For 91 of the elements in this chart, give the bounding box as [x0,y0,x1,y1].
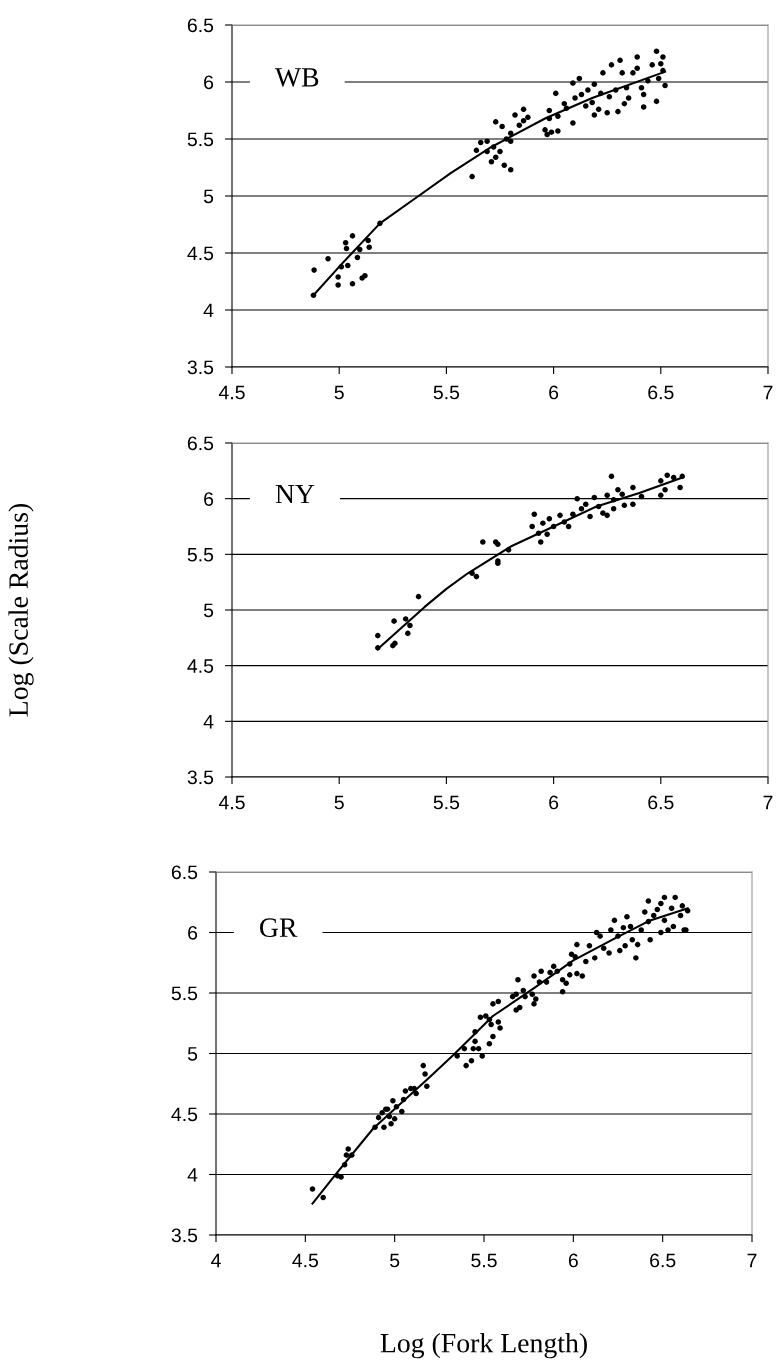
point [664,472,671,479]
y-tick-label: 6.5 [187,436,214,451]
x-tick-label: 6 [549,385,559,400]
x-tick-label: 7 [763,385,773,400]
point [610,505,617,512]
point [574,495,580,502]
point [535,530,542,536]
annotation: WB [274,68,319,87]
y-tick-label: 6 [204,492,214,506]
y-tick-label: 3.5 [171,1228,198,1243]
point [550,523,557,530]
x-tick-label: 5.5 [433,385,460,400]
y-tick-label: 3.5 [187,360,214,375]
point [570,511,576,518]
annotation: NY [275,484,315,504]
point [415,593,422,600]
x-tick-label: 5.5 [471,1253,497,1268]
point [391,618,397,624]
point [537,539,544,545]
y-tick-label: 5.5 [187,548,214,562]
y-tick-label: 4.5 [187,246,214,261]
point [405,630,411,637]
point [670,474,677,481]
point [407,622,413,629]
y-tick-label: 4 [203,715,214,729]
point [565,523,572,530]
point [375,645,381,651]
point [630,484,636,491]
x-tick-label: 7 [763,795,773,810]
y-tick-label: 4 [187,1168,198,1182]
x-tick-label: 4.5 [218,795,245,810]
x-tick-label: 5.5 [433,795,460,810]
point [578,505,585,512]
y-tick-label: 6.5 [187,18,214,33]
y-tick-label: 4.5 [187,659,214,673]
y-tick-label: 5 [187,1047,198,1061]
y-tick-label: 6 [188,925,198,940]
point [619,491,625,497]
x-tick-label: 5 [334,385,344,400]
x-axis-title: Log (Fork Length) [380,1333,587,1359]
point [658,478,664,484]
x-tick-label: 4.5 [292,1253,319,1268]
point [544,531,550,538]
point [610,497,617,503]
point [557,512,563,519]
x-tick-label: 6 [549,795,559,810]
x-tick-label: 6.5 [648,385,674,400]
point [529,523,535,530]
x-tick-label: 6 [568,1253,578,1268]
point [402,616,409,622]
point [658,492,664,499]
y-tick-label: 6 [204,75,214,90]
point [662,486,668,493]
point [615,486,621,493]
point [604,512,610,519]
point [600,510,606,516]
y-axis-title: Log (Scale Radius) [8,504,34,717]
y-tick-label: 6.5 [171,865,198,880]
point [480,539,486,545]
point [604,492,610,499]
point [540,520,546,526]
y-tick-label: 5.5 [171,986,198,1001]
x-tick-label: 5 [390,1253,400,1268]
x-tick-label: 5 [334,795,344,810]
point [630,501,636,508]
point [677,484,683,491]
point [375,632,381,639]
point [505,547,512,553]
y-tick-label: 5 [203,189,214,204]
point [561,519,568,525]
x-tick-label: 7 [747,1253,757,1268]
y-tick-label: 4 [203,303,214,318]
x-tick-label: 6.5 [648,795,674,810]
point [587,513,593,520]
y-tick-label: 4.5 [171,1107,198,1122]
point [591,494,598,501]
annotation: GR [260,918,298,938]
y-tick-label: 3.5 [187,770,214,785]
point [608,473,615,480]
point [595,503,602,510]
point [546,515,553,522]
y-tick-label: 5 [203,603,214,618]
point [679,473,686,480]
x-tick-label: 4.5 [218,385,245,400]
point [582,501,589,508]
point [531,511,538,518]
point [473,573,480,580]
y-tick-label: 5.5 [187,132,214,147]
point [469,570,475,577]
x-tick-label: 6.5 [650,1253,676,1268]
point [621,502,628,509]
